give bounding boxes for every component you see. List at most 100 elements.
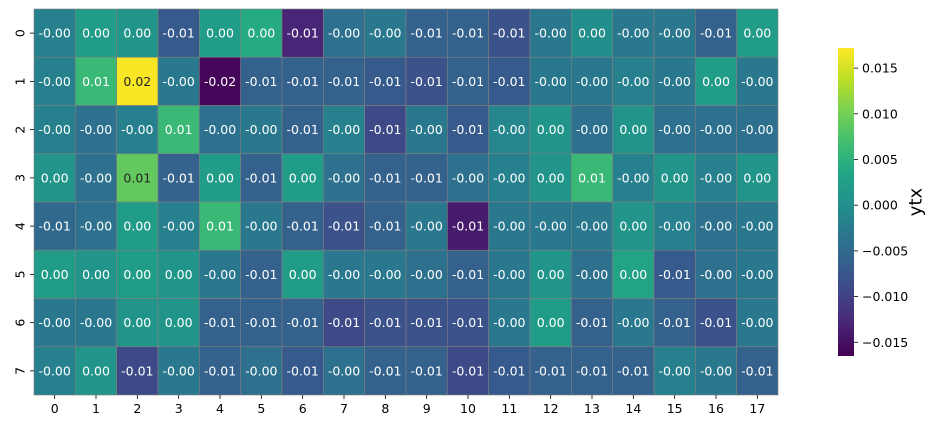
heatmap-cell-label-r6-c1: -0.00 [80,315,112,330]
heatmap-cell-label-r6-c12: 0.00 [537,315,565,330]
heatmap-cell-label-r7-c1: 0.00 [82,363,110,378]
heatmap-cell-label-r3-c16: -0.00 [700,170,732,185]
heatmap-cell-label-r4-c16: -0.00 [700,219,732,234]
heatmap-cell-label-r6-c4: -0.01 [204,315,236,330]
x-tick-label-11: 11 [501,401,517,416]
heatmap-cell-label-r3-c13: 0.01 [578,170,606,185]
heatmap-cell-label-r0-c1: 0.00 [82,26,110,41]
heatmap-cell-label-r3-c17: 0.00 [743,170,771,185]
heatmap-cell-label-r1-c1: 0.01 [82,74,110,89]
heatmap-cell-label-r0-c8: -0.00 [369,26,401,41]
heatmap-cell-label-r6-c7: -0.01 [328,315,360,330]
x-tick-label-14: 14 [625,401,641,416]
colorbar-tick-label-5: −0.010 [862,289,908,304]
heatmap-cell-label-r3-c2: 0.01 [123,170,151,185]
x-tick-label-0: 0 [51,401,59,416]
heatmap-cell-label-r5-c9: -0.00 [410,267,442,282]
heatmap-cell-label-r6-c13: -0.01 [576,315,608,330]
colorbar-tick-label-3: 0.000 [862,198,898,213]
heatmap-cell-label-r2-c17: -0.00 [741,122,773,137]
heatmap-cell-label-r1-c8: -0.01 [369,74,401,89]
colorbar-tick-label-0: 0.015 [862,61,898,76]
heatmap-cell-label-r5-c3: 0.00 [165,267,193,282]
heatmap-cell-label-r1-c11: -0.01 [493,74,525,89]
heatmap-cell-label-r2-c7: -0.00 [328,122,360,137]
heatmap-cell-label-r3-c14: -0.00 [617,170,649,185]
heatmap-cell-label-r0-c3: -0.01 [162,26,194,41]
heatmap-cell-label-r3-c3: -0.01 [162,170,194,185]
heatmap-cell-label-r5-c2: 0.00 [123,267,151,282]
heatmap-cell-label-r0-c13: 0.00 [578,26,606,41]
heatmap-cell-label-r5-c1: 0.00 [82,267,110,282]
heatmap-cell-label-r7-c3: -0.00 [162,363,194,378]
x-axis-ticks: 0 1 2 3 4 5 6 7 8 9 10 11 12 13 14 15 16 17 [51,395,766,416]
heatmap-cell-label-r2-c10: -0.01 [452,122,484,137]
heatmap-cell-label-r0-c2: 0.00 [123,26,151,41]
heatmap-cell-label-r5-c7: -0.00 [328,267,360,282]
heatmap-cell-label-r3-c10: -0.00 [452,170,484,185]
y-tick-label-1: 1 [13,77,28,85]
heatmap-cell-label-r4-c8: -0.01 [369,219,401,234]
heatmap-cell-label-r7-c9: -0.01 [410,363,442,378]
heatmap-cell-label-r4-c10: -0.01 [452,219,484,234]
heatmap-cell-label-r5-c16: -0.00 [700,267,732,282]
heatmap-cell-label-r1-c10: -0.01 [452,74,484,89]
heatmap-cell-label-r4-c6: -0.01 [286,219,318,234]
y-tick-label-5: 5 [13,270,28,278]
heatmap-cell-label-r4-c15: -0.00 [658,219,690,234]
heatmap-cell-label-r7-c11: -0.01 [493,363,525,378]
heatmap-cell-label-r0-c0: -0.00 [38,26,70,41]
y-tick-label-6: 6 [13,319,28,327]
heatmap-cell-label-r0-c12: -0.00 [534,26,566,41]
heatmap-cell-label-r0-c17: 0.00 [743,26,771,41]
x-tick-label-9: 9 [423,401,431,416]
heatmap-cell-label-r2-c2: -0.00 [121,122,153,137]
heatmap-cell-label-r0-c6: -0.01 [286,26,318,41]
heatmap-cell-label-r2-c8: -0.01 [369,122,401,137]
y-tick-label-7: 7 [13,367,28,375]
colorbar-gradient [838,48,854,356]
heatmap-cell-label-r1-c13: -0.00 [576,74,608,89]
heatmap-cell-label-r1-c7: -0.01 [328,74,360,89]
heatmap-cell-label-r4-c17: -0.00 [741,219,773,234]
colorbar-tick-label-6: −0.015 [862,335,908,350]
y-tick-label-2: 2 [13,126,28,134]
heatmap-cell-label-r0-c4: 0.00 [206,26,234,41]
heatmap-cell-label-r2-c16: -0.00 [700,122,732,137]
heatmap-cell-label-r5-c12: 0.00 [537,267,565,282]
heatmap-cell-label-r4-c2: 0.00 [123,219,151,234]
heatmap-cell-label-r6-c2: 0.00 [123,315,151,330]
colorbar-label: ytx [906,187,927,216]
heatmap-cell-label-r5-c15: -0.01 [658,267,690,282]
x-tick-label-10: 10 [460,401,476,416]
heatmap-cell-label-r1-c12: -0.00 [534,74,566,89]
heatmap-cell-label-r0-c5: 0.00 [247,26,275,41]
heatmap-cell-label-r2-c14: 0.00 [619,122,647,137]
heatmap-cell-label-r2-c5: -0.00 [245,122,277,137]
heatmap-cell-label-r4-c13: -0.00 [576,219,608,234]
heatmap-cell-label-r7-c2: -0.01 [121,363,153,378]
heatmap-cell-label-r6-c0: -0.00 [38,315,70,330]
heatmap-cell-label-r3-c0: 0.00 [41,170,69,185]
colorbar-tick-label-2: 0.005 [862,152,898,167]
heatmap-cell-label-r2-c11: -0.00 [493,122,525,137]
heatmap-cell-label-r6-c11: -0.00 [493,315,525,330]
x-tick-label-1: 1 [92,401,100,416]
heatmap-cell-label-r7-c13: -0.01 [576,363,608,378]
heatmap-cell-label-r3-c11: -0.00 [493,170,525,185]
heatmap-cell-label-r7-c15: -0.00 [658,363,690,378]
heatmap-cell-label-r3-c12: 0.00 [537,170,565,185]
heatmap-cell-label-r1-c0: -0.00 [38,74,70,89]
heatmap-cell-label-r4-c4: 0.01 [206,219,234,234]
heatmap-cell-label-r4-c3: -0.00 [162,219,194,234]
heatmap-cell-label-r0-c15: -0.00 [658,26,690,41]
colorbar: 0.015 0.010 0.005 0.000 −0.005 −0.010 −0.015 yt… [838,48,927,356]
heatmap-cell-label-r7-c14: -0.01 [617,363,649,378]
heatmap-cell-label-r2-c1: -0.00 [80,122,112,137]
heatmap-cell-label-r4-c0: -0.01 [38,219,70,234]
heatmap-cell-label-r1-c3: -0.00 [162,74,194,89]
heatmap-cell-label-r7-c7: -0.00 [328,363,360,378]
x-tick-label-7: 7 [340,401,348,416]
heatmap-cell-label-r7-c17: -0.01 [741,363,773,378]
